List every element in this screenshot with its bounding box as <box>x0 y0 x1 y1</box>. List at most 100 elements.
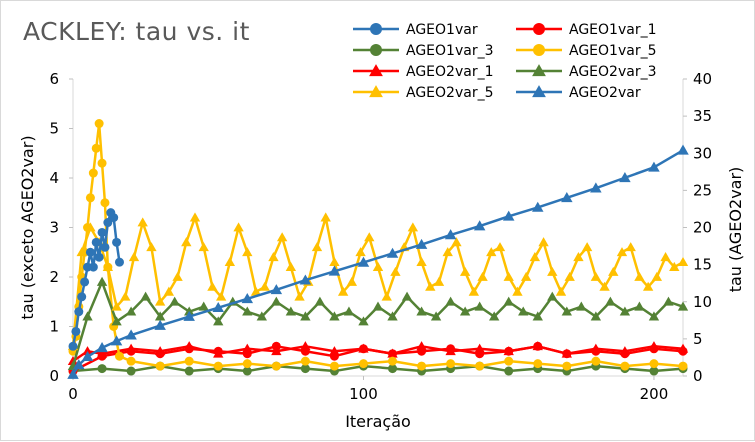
data-point <box>648 311 660 321</box>
data-point <box>242 247 253 257</box>
data-point <box>97 227 107 237</box>
data-point <box>459 306 471 316</box>
data-point <box>73 359 85 370</box>
data-point <box>504 366 514 376</box>
data-point <box>184 356 194 366</box>
data-point <box>109 213 119 223</box>
legend-label: AGEO1var <box>406 22 478 38</box>
data-point <box>112 237 122 247</box>
data-point <box>619 346 631 356</box>
data-point <box>503 296 514 306</box>
data-point <box>82 311 93 321</box>
legend-marker <box>370 44 382 56</box>
data-point <box>387 348 398 358</box>
data-point <box>634 271 645 281</box>
data-point <box>76 247 87 257</box>
data-point <box>94 119 104 129</box>
data-point <box>446 359 456 369</box>
data-point <box>451 237 462 247</box>
data-point <box>256 311 267 321</box>
data-point <box>445 346 456 356</box>
data-point <box>474 301 485 311</box>
data-point <box>486 247 497 257</box>
data-point <box>416 256 427 267</box>
series-ageo2var-1 <box>67 341 689 366</box>
data-point <box>114 257 124 267</box>
data-point <box>154 319 166 330</box>
data-point <box>268 252 279 262</box>
data-point <box>233 222 244 232</box>
y-tick-label: 2 <box>49 268 59 286</box>
data-point <box>590 343 602 353</box>
data-point <box>320 212 331 222</box>
data-point <box>181 237 192 247</box>
data-point <box>329 361 339 371</box>
x-tick-label: 200 <box>640 385 669 403</box>
data-point <box>125 343 137 353</box>
series-ageo1var-5 <box>68 119 688 371</box>
y2-tick-label: 20 <box>693 219 712 237</box>
data-point <box>547 291 558 301</box>
data-point <box>300 341 311 351</box>
data-point <box>372 301 384 311</box>
data-point <box>271 296 282 306</box>
y-tick-label: 5 <box>49 120 59 138</box>
y-tick-label: 3 <box>49 219 59 237</box>
legend-marker <box>369 64 383 77</box>
data-point <box>407 222 419 232</box>
data-point <box>137 217 148 227</box>
data-point <box>154 346 166 356</box>
legend-label: AGEO1var_5 <box>569 43 656 59</box>
data-point <box>562 361 572 371</box>
data-point <box>85 193 95 203</box>
data-point <box>97 364 107 374</box>
data-point <box>619 306 631 316</box>
data-point <box>677 256 689 267</box>
data-point <box>128 252 140 262</box>
data-point <box>198 301 209 311</box>
data-point <box>547 266 558 276</box>
y-tick-label: 0 <box>49 367 59 385</box>
legend-label: AGEO2var <box>569 85 641 101</box>
data-point <box>605 296 616 306</box>
data-point <box>649 359 659 369</box>
data-point <box>259 281 270 291</box>
data-point <box>80 277 90 287</box>
data-point <box>416 341 427 351</box>
data-point <box>314 296 326 306</box>
data-point <box>242 366 252 376</box>
data-point <box>425 281 436 291</box>
legend-label: AGEO2var_3 <box>569 64 656 80</box>
data-point <box>444 229 457 240</box>
data-point <box>67 355 79 366</box>
y2-tick-label: 5 <box>693 330 703 348</box>
data-point <box>82 346 93 356</box>
data-point <box>198 242 209 252</box>
y-axis-title: tau (exceto AGEO2var) <box>18 135 37 319</box>
legend-marker <box>370 23 382 35</box>
data-point <box>651 271 663 281</box>
data-point <box>120 291 131 301</box>
data-point <box>581 242 593 252</box>
data-point <box>663 296 674 306</box>
y2-tick-label: 40 <box>693 70 712 88</box>
data-point <box>311 242 323 252</box>
data-point <box>91 143 101 153</box>
data-point <box>532 201 544 212</box>
legend-item: AGEO1var <box>353 22 478 38</box>
legend-item: AGEO2var <box>516 85 641 101</box>
data-point <box>241 293 254 304</box>
data-point <box>300 364 310 374</box>
data-point <box>271 346 282 356</box>
data-point <box>111 316 122 326</box>
data-point <box>163 286 175 296</box>
legend-item: AGEO1var_3 <box>353 43 493 59</box>
legend-marker <box>369 85 383 98</box>
data-point <box>474 343 485 353</box>
data-point <box>77 292 87 302</box>
data-point <box>285 306 297 316</box>
data-point <box>328 265 341 276</box>
data-point <box>417 361 427 371</box>
data-point <box>489 311 500 321</box>
